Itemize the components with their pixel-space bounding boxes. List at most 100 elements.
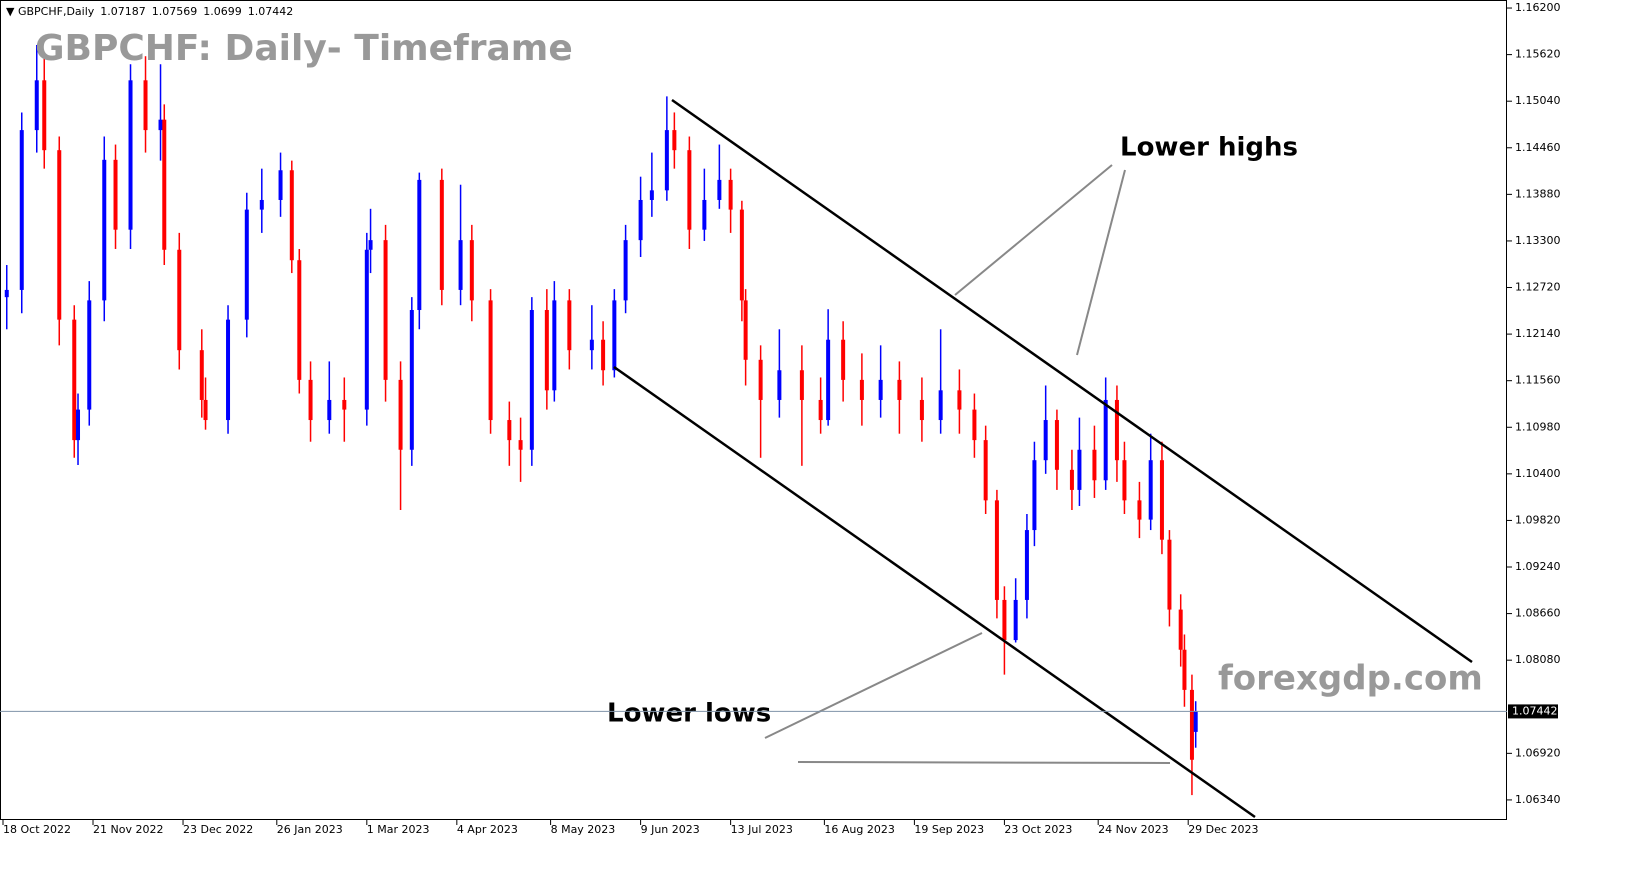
candle-body: [244, 209, 249, 320]
candle-body: [1013, 599, 1018, 641]
x-tick-label: 19 Sep 2023: [914, 823, 984, 836]
candle-body: [1193, 711, 1198, 732]
candle-body: [518, 440, 523, 450]
candles: [4, 44, 1198, 796]
candle-body: [158, 119, 163, 131]
x-tick-label: 24 Nov 2023: [1098, 823, 1168, 836]
x-tick-label: 26 Jan 2023: [277, 823, 343, 836]
y-tick-label: 1.10980: [1515, 420, 1561, 433]
price-tag-label: 1.07442: [1512, 704, 1558, 717]
candle-body: [289, 170, 294, 261]
x-tick-label: 23 Dec 2022: [183, 823, 253, 836]
candle-body: [4, 289, 9, 298]
candle-body: [226, 319, 231, 421]
candle-body: [507, 420, 512, 441]
candle-body: [552, 300, 557, 391]
candle-body: [383, 240, 388, 380]
pointer: [797, 761, 1171, 764]
header-arrow: ▼: [6, 5, 18, 18]
candle-body: [589, 339, 594, 351]
ohlc-value: 1.07187: [100, 5, 146, 18]
y-tick-label: 1.11560: [1515, 374, 1561, 387]
candle-body: [544, 310, 549, 391]
candle-body: [19, 130, 24, 290]
ohlc-value: 1.07569: [152, 5, 198, 18]
candle-body: [177, 249, 182, 351]
y-tick-label: 1.08080: [1515, 653, 1561, 666]
candle-body: [102, 159, 107, 301]
candle-body: [601, 339, 606, 371]
candle-body: [529, 310, 534, 450]
candle-body: [938, 390, 943, 421]
y-tick-label: 1.10400: [1515, 467, 1561, 480]
candle-body: [76, 409, 81, 441]
candle-body: [143, 80, 148, 131]
y-tick-label: 1.08660: [1515, 607, 1561, 620]
candle-body: [859, 379, 864, 400]
candle-body: [818, 399, 823, 421]
candle-body: [919, 399, 924, 421]
candle-body: [297, 260, 302, 380]
x-tick-label: 16 Aug 2023: [824, 823, 894, 836]
y-tick-label: 1.06920: [1515, 746, 1561, 759]
candle-body: [777, 370, 782, 400]
y-tick-label: 1.14460: [1515, 141, 1561, 154]
pointer: [1076, 169, 1126, 356]
y-tick-label: 1.13300: [1515, 234, 1561, 247]
pointer: [954, 164, 1113, 296]
candle-body: [278, 170, 283, 200]
candle-body: [439, 179, 444, 290]
candle-body: [34, 80, 39, 131]
candle-body: [897, 379, 902, 400]
candle-body: [623, 240, 628, 301]
candle-body: [162, 119, 167, 250]
candle-body: [1137, 500, 1142, 520]
chart-title: GBPCHF: Daily- Timeframe: [35, 28, 573, 69]
candle-body: [42, 80, 47, 151]
candle-body: [364, 249, 369, 410]
candle-body: [1182, 649, 1187, 690]
candle-body: [1069, 469, 1074, 490]
x-tick-label: 1 Mar 2023: [367, 823, 430, 836]
candle-body: [743, 300, 748, 360]
candle-body: [1077, 449, 1082, 490]
x-tick-label: 18 Oct 2022: [3, 823, 71, 836]
candle-body: [758, 359, 763, 400]
annotation: Lower highs: [1120, 133, 1298, 163]
candle-body: [728, 179, 733, 210]
channel-top: [671, 98, 1473, 664]
x-tick-label: 13 Jul 2023: [731, 823, 793, 836]
candle-body: [342, 399, 347, 410]
candle-body: [469, 240, 474, 301]
candle-body: [113, 159, 118, 230]
candle-body: [1178, 609, 1183, 650]
y-tick-label: 1.09820: [1515, 513, 1561, 526]
candle-body: [1054, 420, 1059, 470]
x-tick-label: 21 Nov 2022: [93, 823, 163, 836]
candle-body: [1148, 460, 1153, 520]
candle-body: [1002, 599, 1007, 641]
candle-body: [1024, 530, 1029, 600]
candle-body: [702, 199, 707, 230]
ohlc-value: 1.0699: [203, 5, 242, 18]
candle-body: [687, 150, 692, 230]
y-tick-label: 1.15620: [1515, 48, 1561, 61]
y-tick-label: 1.16200: [1515, 1, 1561, 14]
ohlc-value: 1.07442: [248, 5, 294, 18]
candle-body: [128, 80, 133, 230]
candle-body: [878, 379, 883, 400]
candle-body: [799, 370, 804, 400]
candle-body: [649, 190, 654, 200]
candle-body: [57, 150, 62, 320]
candle-body: [1043, 420, 1048, 461]
chart-header: ▼ GBPCHF,Daily 1.07187 1.07569 1.0699 1.0744…: [6, 5, 293, 18]
y-tick-label: 1.12140: [1515, 327, 1561, 340]
annotation: Lower lows: [607, 699, 771, 729]
plot-frame: [0, 0, 1507, 820]
candle-body: [308, 379, 313, 421]
y-tick-label: 1.09240: [1515, 560, 1561, 573]
x-tick-label: 9 Jun 2023: [641, 823, 700, 836]
candle-body: [368, 240, 373, 250]
